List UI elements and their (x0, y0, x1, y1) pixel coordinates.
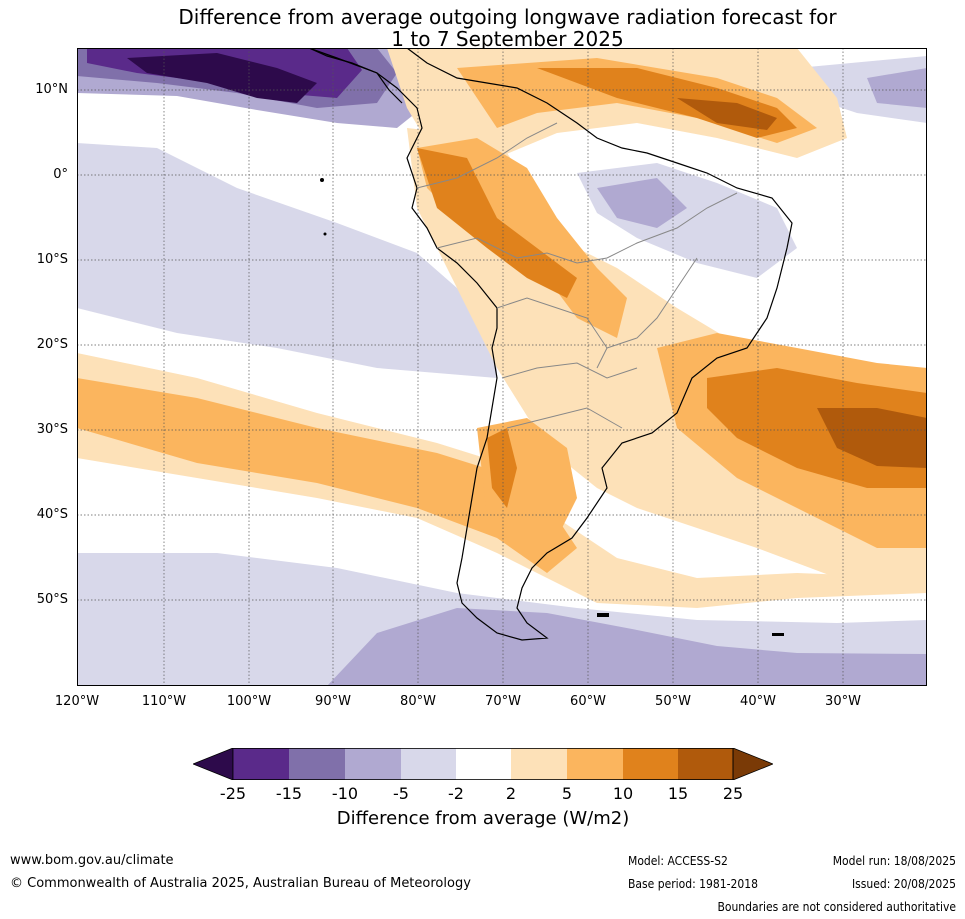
colorbar-swatch (567, 748, 623, 780)
islands (320, 178, 784, 636)
colorbar-swatch (345, 748, 401, 780)
lon-label-30w: 30°W (825, 694, 861, 709)
lat-label-10s: 10°S (36, 252, 68, 267)
colorbar-max-arrow (732, 748, 773, 780)
lon-label-120w: 120°W (54, 694, 100, 709)
colorbar-tick: 10 (612, 784, 634, 803)
model-run-date: Model run: 18/08/2025 (832, 854, 956, 868)
anomaly-darkest-purple-north-pacific (127, 53, 317, 103)
anomaly-light-purple-south-pacific-mid (327, 608, 927, 686)
anomaly-light-orange-pacific-band (77, 378, 577, 573)
lat-label-10n: 10°N (35, 82, 68, 97)
model-name: Model: ACCESS-S2 (628, 854, 728, 868)
lat-label-40s: 40°S (36, 507, 68, 522)
colorbar-swatch (233, 748, 289, 780)
graticule (77, 48, 927, 686)
map-plot (77, 48, 927, 686)
map-frame (77, 48, 927, 686)
map-title-line-1: Difference from average outgoing longwav… (178, 5, 837, 29)
colorbar-tick: -5 (393, 784, 409, 803)
anomaly-mid-purple-north-atlantic (867, 68, 927, 108)
lat-label-30s: 30°S (36, 422, 68, 437)
colorbar-swatch (511, 748, 567, 780)
colorbar-min-arrow (193, 748, 234, 780)
lon-label-100w: 100°W (226, 694, 272, 709)
colorbar-swatch (456, 748, 511, 780)
colorbar-swatch (678, 748, 733, 780)
bom-website-link[interactable]: www.bom.gov.au/climate (10, 853, 174, 868)
colorbar-tick: -10 (331, 784, 359, 803)
lat-label-20s: 20°S (36, 337, 68, 352)
colorbar-tick: -15 (275, 784, 303, 803)
lon-label-80w: 80°W (400, 694, 436, 709)
colorbar-tick: 15 (667, 784, 689, 803)
lon-label-40w: 40°W (740, 694, 776, 709)
base-period: Base period: 1981-2018 (628, 877, 759, 891)
lon-label-60w: 60°W (570, 694, 606, 709)
anomaly-light-purple-band-east-pacific (77, 143, 497, 378)
colorbar-swatch (401, 748, 456, 780)
colorbar (193, 748, 773, 780)
issued-date: Issued: 20/08/2025 (851, 877, 956, 891)
colorbar-swatch (623, 748, 678, 780)
colorbar-tick: 2 (505, 784, 517, 803)
country-borders (416, 122, 738, 429)
colorbar-tick: 5 (561, 784, 573, 803)
boundaries-disclaimer: Boundaries are not considered authoritat… (717, 900, 956, 914)
colorbar-tick: -2 (448, 784, 464, 803)
lon-label-50w: 50°W (655, 694, 691, 709)
south-america-coastline (308, 48, 793, 641)
anomaly-mid-purple-brazil (597, 178, 687, 228)
lon-label-70w: 70°W (485, 694, 521, 709)
colorbar-swatch (289, 748, 345, 780)
colorbar-frame (232, 748, 734, 780)
lat-label-0: 0° (53, 167, 68, 182)
anomaly-light-purple-north-atlantic (797, 56, 927, 123)
lon-label-110w: 110°W (141, 694, 187, 709)
anomaly-dark-orange-south-atlantic (817, 408, 927, 468)
anomaly-mid-orange-argentina (487, 428, 517, 508)
colorbar-tick: 25 (722, 784, 744, 803)
colorbar-label: Difference from average (W/m2) (336, 808, 630, 829)
anomaly-mid-orange-andes (417, 148, 577, 298)
lon-label-90w: 90°W (315, 694, 351, 709)
lat-label-50s: 50°S (36, 592, 68, 607)
map-title-line-2: 1 to 7 September 2025 (391, 27, 624, 51)
copyright-notice: © Commonwealth of Australia 2025, Austra… (10, 876, 471, 891)
colorbar-tick: -25 (219, 784, 247, 803)
central-america-coastline (308, 48, 403, 104)
anomaly-dark-orange-north (677, 98, 777, 130)
